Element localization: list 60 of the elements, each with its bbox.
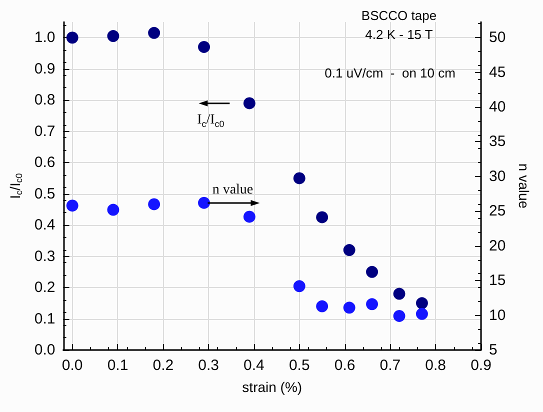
y-tick-label: 0.3 [34,248,56,265]
y2-axis-title: n value [516,163,532,209]
y2-tick-label: 45 [489,64,506,81]
point [416,297,428,310]
point [148,198,160,210]
point [316,300,328,312]
point [148,26,160,39]
y-tick-label: 0.7 [34,122,56,140]
point [66,32,78,44]
y-tick-label: 0.5 [34,185,56,202]
y2-tick-label: 5 [489,342,498,358]
y-tick-label: 1.0 [34,29,56,46]
y2-tick-label: 10 [489,306,506,324]
point [243,210,256,223]
point [198,196,210,209]
point [316,211,328,224]
y2-tick-label: 15 [489,272,506,290]
y-axis-title: Ic/Ic0 [7,173,24,199]
chart-title: BSCCO tape [361,8,437,23]
y-tick-label: 0.1 [34,310,56,328]
chart-subtitle: 4.2 K - 15 T [365,27,433,42]
point [416,308,428,320]
x-tick-label: 0.5 [288,357,310,374]
point [343,244,356,256]
point [293,172,306,184]
x-tick-label: 0.3 [198,357,219,374]
point [243,97,256,110]
x-tick-label: 0.9 [470,357,492,374]
x-tick-label: 0.0 [62,357,83,374]
x-tick-label: 0.2 [152,357,174,374]
x-tick-label: 0.7 [380,357,401,374]
y2-tick-label: 50 [489,29,506,46]
annotation: n value [212,182,254,198]
x-tick-label: 0.4 [244,357,264,374]
y-tick-label: 0.2 [34,279,56,296]
point [198,40,210,53]
y-tick-label: 0.0 [34,342,56,358]
y-tick-label: 0.6 [34,154,56,172]
x-tick-label: 0.1 [107,357,128,374]
y2-tick-label: 40 [489,98,506,116]
y-tick-label: 0.4 [34,216,56,234]
point [343,302,356,314]
point [107,30,120,42]
y-tick-label: 0.9 [34,60,56,78]
y2-tick-label: 30 [489,168,506,185]
y2-tick-label: 20 [489,237,506,254]
point [366,266,378,278]
annotation: 0.1 uV/cm - on 10 cm [324,65,456,80]
point [393,310,406,322]
x-axis-title: strain (%) [242,379,302,395]
point [366,298,378,310]
point [393,288,406,300]
point [66,200,78,212]
x-tick-label: 0.6 [334,357,356,374]
point [293,280,306,292]
point [107,204,120,216]
y-tick-label: 0.8 [34,92,56,109]
x-tick-label: 0.8 [425,357,446,374]
y2-tick-label: 35 [489,133,506,150]
y2-tick-label: 25 [489,202,506,220]
